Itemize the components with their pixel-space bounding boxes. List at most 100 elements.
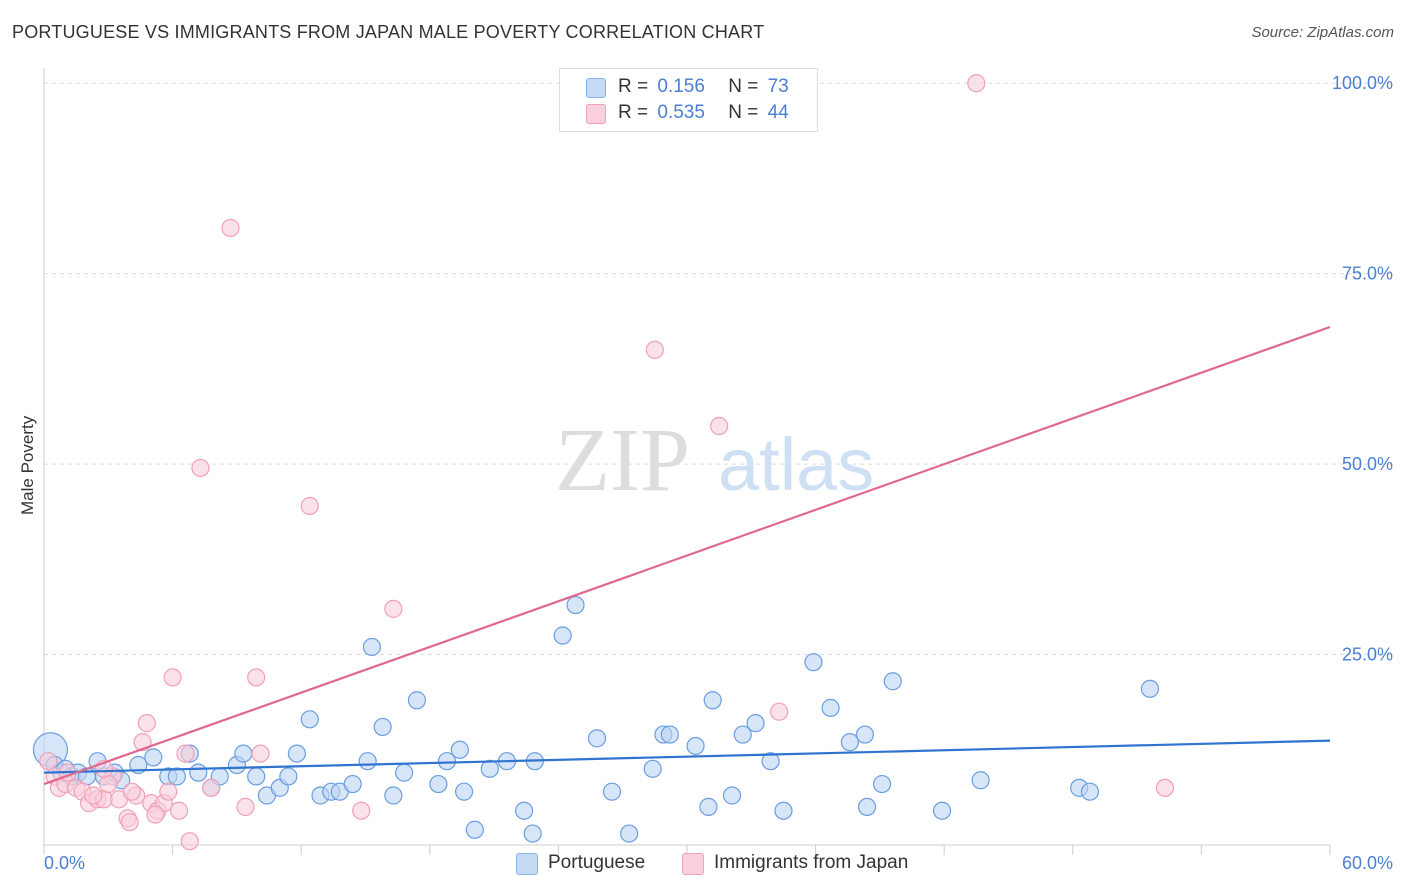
trend-lines [43, 325, 1331, 786]
japan-point [146, 805, 165, 824]
x-tick-label-min: 0.0% [44, 853, 85, 873]
portuguese-point [883, 672, 902, 691]
portuguese-point [722, 786, 742, 805]
portuguese-point [774, 801, 793, 820]
portuguese-point [373, 717, 392, 737]
portuguese-point [437, 752, 457, 771]
portuguese-point [279, 767, 298, 786]
gridlines [44, 82, 1392, 656]
japan-point [300, 496, 319, 516]
bottom-legend-swatch-japan [682, 853, 704, 875]
portuguese-point [602, 782, 622, 801]
japan-point [163, 668, 182, 687]
japan-point [169, 801, 189, 820]
portuguese-point [821, 698, 840, 717]
portuguese-point [971, 771, 990, 790]
portuguese-point [343, 774, 362, 794]
legend-swatch-portuguese [586, 78, 606, 98]
y-axis-label: Male Poverty [18, 415, 37, 515]
watermark: ZIP atlas [555, 411, 874, 510]
japan-point [99, 774, 118, 794]
bottom-legend-swatch-portuguese [516, 853, 538, 875]
chart-title: PORTUGUESE VS IMMIGRANTS FROM JAPAN MALE… [12, 22, 765, 42]
portuguese-point [465, 820, 484, 839]
portuguese-point [167, 767, 186, 786]
portuguese-point [300, 710, 319, 729]
japan-point [967, 74, 986, 93]
portuguese-point [450, 740, 469, 759]
japan-point [191, 458, 210, 478]
portuguese-point [1140, 679, 1160, 698]
japan-trend-line [43, 325, 1331, 786]
portuguese-point [553, 626, 572, 645]
japan-point [236, 797, 255, 817]
x-tick-label-max: 60.0% [1342, 853, 1393, 873]
portuguese-point [247, 767, 266, 786]
portuguese-point [362, 637, 382, 657]
japan-point [137, 714, 156, 733]
japan-point [352, 801, 371, 820]
y-axis-label-wrap: Male Poverty [18, 416, 38, 635]
y-tick-label: 25.0% [1342, 645, 1393, 665]
japan-point [247, 668, 266, 687]
portuguese-point [761, 752, 780, 771]
watermark-atlas: atlas [718, 423, 874, 506]
japan-point [202, 778, 221, 797]
tick-labels: 25.0% 50.0% 75.0% 100.0% 0.0% 60.0% [44, 73, 1393, 873]
japan-point [122, 782, 141, 801]
legend-r-label: R = [618, 76, 649, 97]
portuguese-point [804, 653, 823, 672]
y-tick-label: 75.0% [1342, 264, 1393, 284]
portuguese-point [234, 744, 253, 763]
japan-point [39, 752, 58, 771]
portuguese-point [515, 801, 534, 820]
axes [43, 68, 1331, 855]
portuguese-trend-line [43, 739, 1331, 774]
japan-point [770, 702, 789, 721]
portuguese-point [144, 748, 163, 767]
portuguese-point [872, 774, 892, 794]
portuguese-point [480, 759, 499, 778]
portuguese-point [733, 725, 752, 744]
japan-point [710, 416, 729, 436]
portuguese-point [840, 733, 859, 752]
portuguese-point [620, 824, 639, 843]
portuguese-point [703, 691, 722, 710]
legend-r-value: 0.535 [657, 102, 705, 123]
source-label: Source: ZipAtlas.com [1251, 24, 1394, 41]
portuguese-point [189, 763, 208, 782]
portuguese-point [587, 729, 607, 748]
portuguese-point [523, 824, 542, 843]
portuguese-point [566, 595, 585, 615]
japan-point [645, 340, 664, 359]
japan-point [1155, 778, 1175, 797]
portuguese-point [686, 736, 705, 756]
y-tick-label: 100.0% [1332, 73, 1393, 93]
japan-point [159, 782, 178, 801]
japan-point [176, 744, 195, 763]
portuguese-point [358, 752, 377, 771]
legend-n-value: 44 [767, 102, 789, 123]
portuguese-point [394, 763, 414, 782]
legend-n-value: 73 [767, 76, 789, 97]
watermark-zip: ZIP [555, 411, 690, 510]
japan-point [120, 813, 139, 832]
portuguese-point [407, 691, 427, 710]
japan-point [84, 786, 103, 805]
legend: R = 0.156 N = 73 R = 0.535 N = 44 [559, 68, 818, 132]
japan-point [180, 832, 199, 851]
portuguese-point [429, 774, 448, 794]
legend-r-label: R = [618, 102, 649, 123]
portuguese-point [855, 725, 874, 744]
portuguese-point [746, 714, 765, 733]
portuguese-points [32, 595, 1160, 843]
legend-r-value: 0.156 [657, 76, 705, 97]
legend-swatch-japan [586, 104, 606, 124]
portuguese-point [287, 744, 307, 763]
portuguese-point [857, 797, 877, 817]
portuguese-point [384, 786, 403, 805]
bottom-legend-label-portuguese: Portuguese [548, 852, 646, 873]
portuguese-point [699, 797, 718, 817]
portuguese-point [643, 759, 662, 778]
japan-point [221, 218, 240, 238]
